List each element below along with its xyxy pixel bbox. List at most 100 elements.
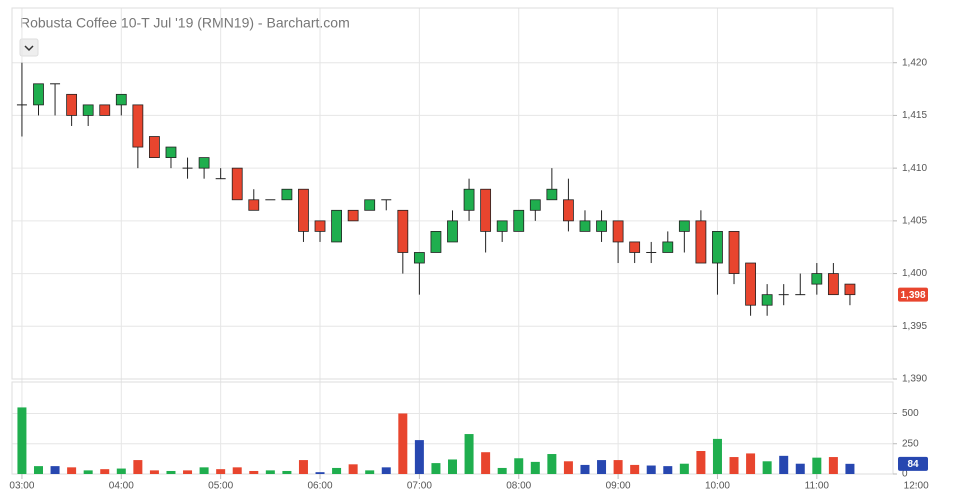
candle-body bbox=[231, 167, 243, 201]
volume-bar bbox=[298, 460, 308, 474]
candle-body bbox=[99, 104, 111, 116]
candle-body bbox=[646, 251, 657, 253]
candle-body bbox=[215, 178, 226, 180]
y-tick-label: 1,395 bbox=[902, 321, 927, 332]
candle-body bbox=[827, 273, 839, 296]
candle-body bbox=[132, 104, 144, 148]
volume-bar bbox=[315, 472, 325, 474]
volume-bar bbox=[83, 470, 93, 474]
volume-bar bbox=[663, 466, 673, 474]
candle-body bbox=[563, 199, 574, 222]
x-tick-label: 10:00 bbox=[705, 481, 730, 492]
last-value-tag bbox=[898, 456, 928, 471]
candle-body bbox=[165, 146, 177, 159]
volume-bar bbox=[332, 467, 342, 474]
volume-bar bbox=[630, 464, 640, 474]
x-tick-label: 05:00 bbox=[208, 481, 233, 492]
y-tick-label: 1,400 bbox=[902, 268, 927, 279]
candle-body bbox=[513, 209, 525, 232]
volume-bar bbox=[580, 464, 590, 474]
candle-body bbox=[546, 188, 558, 201]
last-value-label: 84 bbox=[907, 459, 919, 470]
candle-body bbox=[198, 157, 210, 169]
y-tick-label: 0 bbox=[902, 469, 908, 480]
volume-bar bbox=[597, 460, 607, 474]
candle-body bbox=[149, 136, 160, 158]
volume-bar bbox=[812, 457, 822, 474]
volume-bar bbox=[613, 460, 623, 474]
volume-bar bbox=[431, 463, 441, 474]
candle-body bbox=[844, 283, 856, 296]
volume-bar bbox=[50, 466, 60, 474]
candle-body bbox=[712, 230, 723, 264]
candle-body bbox=[778, 294, 789, 296]
volume-bar bbox=[795, 463, 805, 474]
volume-bar bbox=[547, 454, 557, 474]
candle-body bbox=[811, 273, 823, 285]
volume-bar bbox=[166, 470, 176, 474]
collapse-button[interactable] bbox=[19, 38, 39, 57]
candle-body bbox=[381, 199, 392, 201]
y-tick-label: 500 bbox=[902, 408, 919, 419]
volume-bar bbox=[381, 467, 391, 474]
volume-bar bbox=[414, 440, 424, 474]
volume-bar bbox=[746, 453, 756, 474]
candle-body bbox=[364, 199, 376, 211]
volume-bar bbox=[365, 470, 375, 474]
candle-body bbox=[430, 230, 442, 253]
volume-bar bbox=[100, 469, 110, 474]
volume-bar bbox=[348, 464, 358, 474]
x-tick-label: 12:00 bbox=[904, 481, 929, 492]
volume-bar bbox=[17, 407, 27, 474]
volume-bar bbox=[67, 467, 77, 474]
x-tick-label: 06:00 bbox=[308, 481, 333, 492]
volume-bar bbox=[448, 459, 457, 474]
candle-body bbox=[745, 262, 756, 306]
candle-body bbox=[761, 294, 773, 306]
candle-body bbox=[66, 93, 78, 116]
volume-bar bbox=[216, 469, 226, 474]
volume-bar bbox=[828, 457, 838, 474]
volume-bar bbox=[696, 451, 706, 474]
y-tick-label: 1,410 bbox=[902, 163, 927, 174]
chart-title: Robusta Coffee 10-T Jul '19 (RMN19) - Ba… bbox=[20, 15, 350, 31]
button-box[interactable] bbox=[19, 38, 39, 57]
volume-bar bbox=[464, 434, 474, 474]
candle-body bbox=[331, 209, 342, 243]
candle-body bbox=[50, 83, 61, 85]
y-tick-label: 1,405 bbox=[902, 215, 927, 226]
volume-bar bbox=[497, 467, 507, 474]
volume-bar bbox=[514, 458, 524, 474]
volume-bar bbox=[712, 438, 722, 474]
volume-bar bbox=[199, 467, 209, 474]
candle-body bbox=[265, 199, 276, 201]
candle-body bbox=[695, 220, 707, 264]
x-tick-label: 09:00 bbox=[606, 481, 631, 492]
candle-body bbox=[529, 199, 541, 211]
candle-body bbox=[795, 294, 806, 296]
y-tick-label: 1,420 bbox=[902, 57, 927, 68]
candle-body bbox=[248, 199, 260, 211]
x-tick-label: 07:00 bbox=[407, 481, 432, 492]
candle-body bbox=[16, 104, 27, 106]
chevron-icon bbox=[24, 45, 34, 52]
candle-body bbox=[314, 220, 326, 232]
x-tick-label: 08:00 bbox=[506, 481, 531, 492]
volume-bar bbox=[116, 468, 126, 474]
candle-body bbox=[496, 220, 508, 232]
x-tick-label: 03:00 bbox=[9, 481, 34, 492]
volume-bar bbox=[249, 470, 259, 474]
candle-body bbox=[347, 209, 359, 222]
last-value-tag bbox=[898, 287, 928, 302]
candle-body bbox=[662, 241, 674, 253]
last-value-label: 1,398 bbox=[900, 290, 925, 301]
candle-body bbox=[596, 220, 607, 232]
candle-body bbox=[115, 93, 127, 106]
candle-body bbox=[612, 220, 624, 243]
volume-bar bbox=[646, 465, 656, 474]
candle-body bbox=[447, 220, 458, 243]
candle-body bbox=[397, 209, 409, 253]
price-frame bbox=[11, 7, 894, 380]
